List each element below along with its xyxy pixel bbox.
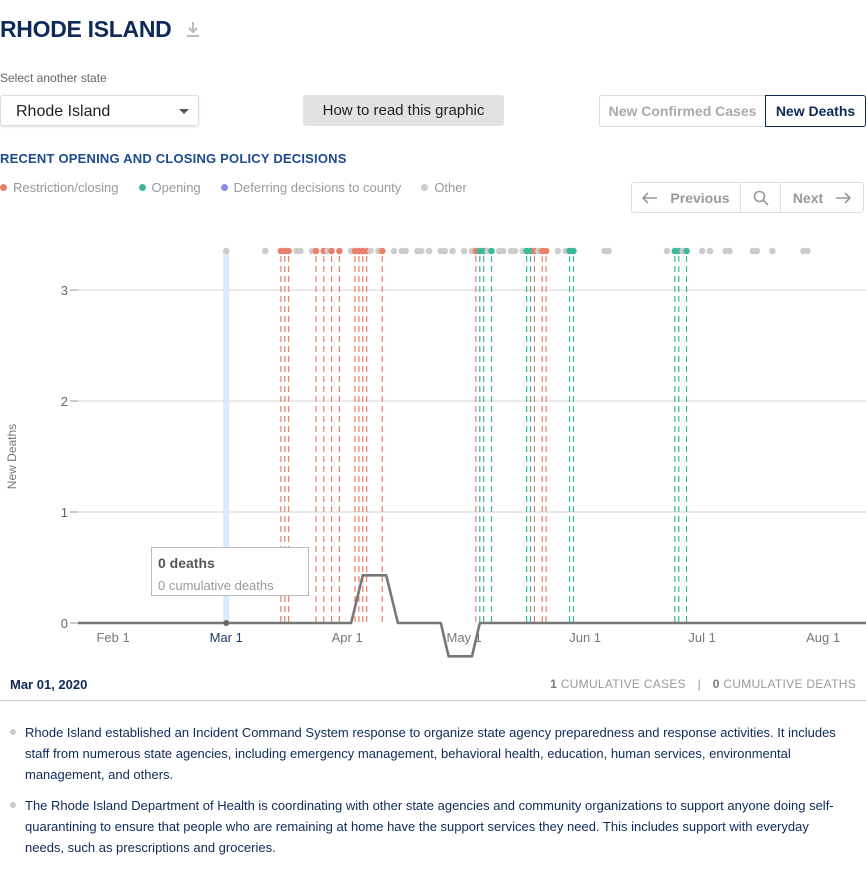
policy-event-dot bbox=[222, 247, 230, 255]
legend-label-restriction: Restriction/closing bbox=[13, 180, 119, 195]
page-title: RHODE ISLAND bbox=[0, 16, 172, 42]
list-item: The Rhode Island Department of Health is… bbox=[10, 795, 850, 858]
tooltip-subtitle: 0 cumulative deaths bbox=[158, 578, 274, 593]
cumulative-deaths-value: 0 bbox=[712, 677, 720, 691]
x-tick-label: Jun 1 bbox=[569, 630, 601, 645]
policy-event-dot bbox=[417, 247, 425, 255]
policy-event-dot bbox=[554, 247, 562, 255]
stats-separator: | bbox=[697, 677, 702, 691]
policy-event-dot bbox=[726, 247, 733, 255]
policy-heading: RECENT OPENING AND CLOSING POLICY DECISI… bbox=[0, 151, 347, 166]
title-row: RHODE ISLAND bbox=[0, 16, 201, 43]
x-tick-label: Mar 1 bbox=[210, 630, 243, 645]
selected-date: Mar 01, 2020 bbox=[10, 677, 88, 692]
policy-event-dot bbox=[570, 247, 577, 255]
chevron-down-icon bbox=[179, 109, 189, 114]
tooltip-title: 0 deaths bbox=[158, 555, 215, 571]
previous-label: Previous bbox=[670, 189, 730, 206]
legend-label-other: Other bbox=[434, 180, 467, 195]
search-button[interactable] bbox=[741, 183, 781, 212]
policy-event-dot bbox=[336, 247, 343, 255]
policy-event-dot bbox=[425, 247, 433, 255]
policy-navigator: Previous Next bbox=[631, 182, 864, 213]
selected-date-band bbox=[223, 250, 230, 623]
note-text: Rhode Island established an Incident Com… bbox=[25, 725, 836, 782]
selected-point bbox=[223, 620, 230, 626]
cumulative-stats: 1 CUMULATIVE CASES | 0 CUMULATIVE DEATHS bbox=[550, 677, 856, 691]
policy-event-dot bbox=[542, 247, 550, 255]
policy-event-dot bbox=[804, 247, 811, 255]
policy-event-dot bbox=[499, 247, 507, 255]
policy-event-dot bbox=[367, 247, 374, 255]
policy-event-dot bbox=[698, 247, 706, 255]
legend-dot-deferring bbox=[220, 184, 228, 191]
policy-event-dot bbox=[683, 247, 690, 255]
state-select[interactable]: Rhode Island bbox=[0, 95, 199, 126]
policy-event-dot bbox=[460, 247, 468, 255]
y-tick-label: 2 bbox=[61, 394, 68, 409]
deaths-chart: 0 1 2 3 New Deaths Feb 1 Mar 1 Apr 1 May 1 Jun 1 J… bbox=[5, 247, 866, 658]
policy-legend: Restriction/closing Opening Deferring de… bbox=[0, 180, 487, 195]
y-tick-label: 0 bbox=[61, 616, 68, 631]
download-icon[interactable] bbox=[185, 20, 201, 40]
policy-event-dot bbox=[511, 247, 519, 255]
next-button[interactable]: Next bbox=[781, 183, 863, 212]
toggle-new-deaths[interactable]: New Deaths bbox=[765, 95, 866, 127]
policy-event-dot bbox=[605, 247, 612, 255]
policy-event-dot bbox=[706, 247, 714, 255]
state-select-value: Rhode Island bbox=[16, 103, 111, 120]
series-line bbox=[78, 573, 866, 658]
legend-label-opening: Opening bbox=[151, 180, 201, 195]
arrow-left-icon bbox=[642, 191, 658, 204]
policy-event-dot bbox=[328, 247, 335, 255]
arrow-right-icon bbox=[836, 191, 852, 204]
cumulative-cases-label: CUMULATIVE CASES bbox=[560, 677, 686, 691]
policy-notes: Rhode Island established an Incident Com… bbox=[10, 722, 850, 868]
policy-event-dot bbox=[769, 247, 776, 255]
policy-event-dot bbox=[390, 247, 398, 255]
legend-item-opening: Opening bbox=[138, 180, 201, 195]
y-tick-label: 1 bbox=[61, 505, 68, 520]
x-tick-label: Apr 1 bbox=[332, 630, 363, 645]
policy-event-dot bbox=[402, 247, 409, 255]
policy-event-dot bbox=[378, 247, 386, 255]
previous-button[interactable]: Previous bbox=[632, 183, 741, 212]
x-tick-label: Feb 1 bbox=[96, 630, 129, 645]
x-tick-label: May 1 bbox=[446, 630, 481, 645]
cumulative-deaths-label: CUMULATIVE DEATHS bbox=[723, 677, 856, 691]
toggle-new-confirmed-cases[interactable]: New Confirmed Cases bbox=[599, 95, 765, 127]
legend-item-deferring: Deferring decisions to county bbox=[220, 180, 402, 195]
x-tick-label: Jul 1 bbox=[688, 630, 715, 645]
note-text: The Rhode Island Department of Health is… bbox=[25, 798, 834, 855]
bullet-dot bbox=[10, 802, 16, 808]
cumulative-cases-value: 1 bbox=[550, 677, 558, 691]
state-selector-label: Select another state bbox=[0, 71, 107, 85]
bullet-dot bbox=[10, 729, 16, 735]
policy-event-dot bbox=[285, 247, 292, 255]
x-tick-label: Aug 1 bbox=[806, 630, 840, 645]
legend-label-deferring: Deferring decisions to county bbox=[233, 180, 402, 195]
legend-dot-restriction bbox=[0, 184, 7, 191]
policy-event-dot bbox=[261, 247, 269, 255]
y-tick-label: 3 bbox=[61, 283, 68, 298]
next-label: Next bbox=[792, 189, 824, 206]
policy-event-dot bbox=[441, 247, 448, 255]
legend-item-restriction: Restriction/closing bbox=[0, 180, 119, 195]
policy-event-dot bbox=[663, 247, 671, 255]
selected-day-bar: Mar 01, 2020 1 CUMULATIVE CASES | 0 CUMU… bbox=[0, 668, 866, 701]
y-axis-label: New Deaths bbox=[5, 424, 19, 489]
metric-toggle: New Confirmed Cases New Deaths bbox=[599, 95, 866, 127]
search-icon bbox=[753, 190, 769, 206]
policy-event-dot bbox=[449, 247, 456, 255]
legend-dot-other bbox=[421, 184, 429, 191]
legend-dot-opening bbox=[138, 184, 146, 191]
policy-event-dot bbox=[753, 247, 761, 255]
policy-event-dot bbox=[488, 247, 495, 255]
policy-event-dot bbox=[297, 247, 304, 255]
chart-tooltip: 0 deaths 0 cumulative deaths bbox=[151, 547, 309, 596]
list-item: Rhode Island established an Incident Com… bbox=[10, 722, 850, 785]
how-to-read-button[interactable]: How to read this graphic bbox=[303, 95, 504, 126]
policy-event-dot bbox=[312, 247, 320, 255]
legend-item-other: Other bbox=[421, 180, 467, 195]
